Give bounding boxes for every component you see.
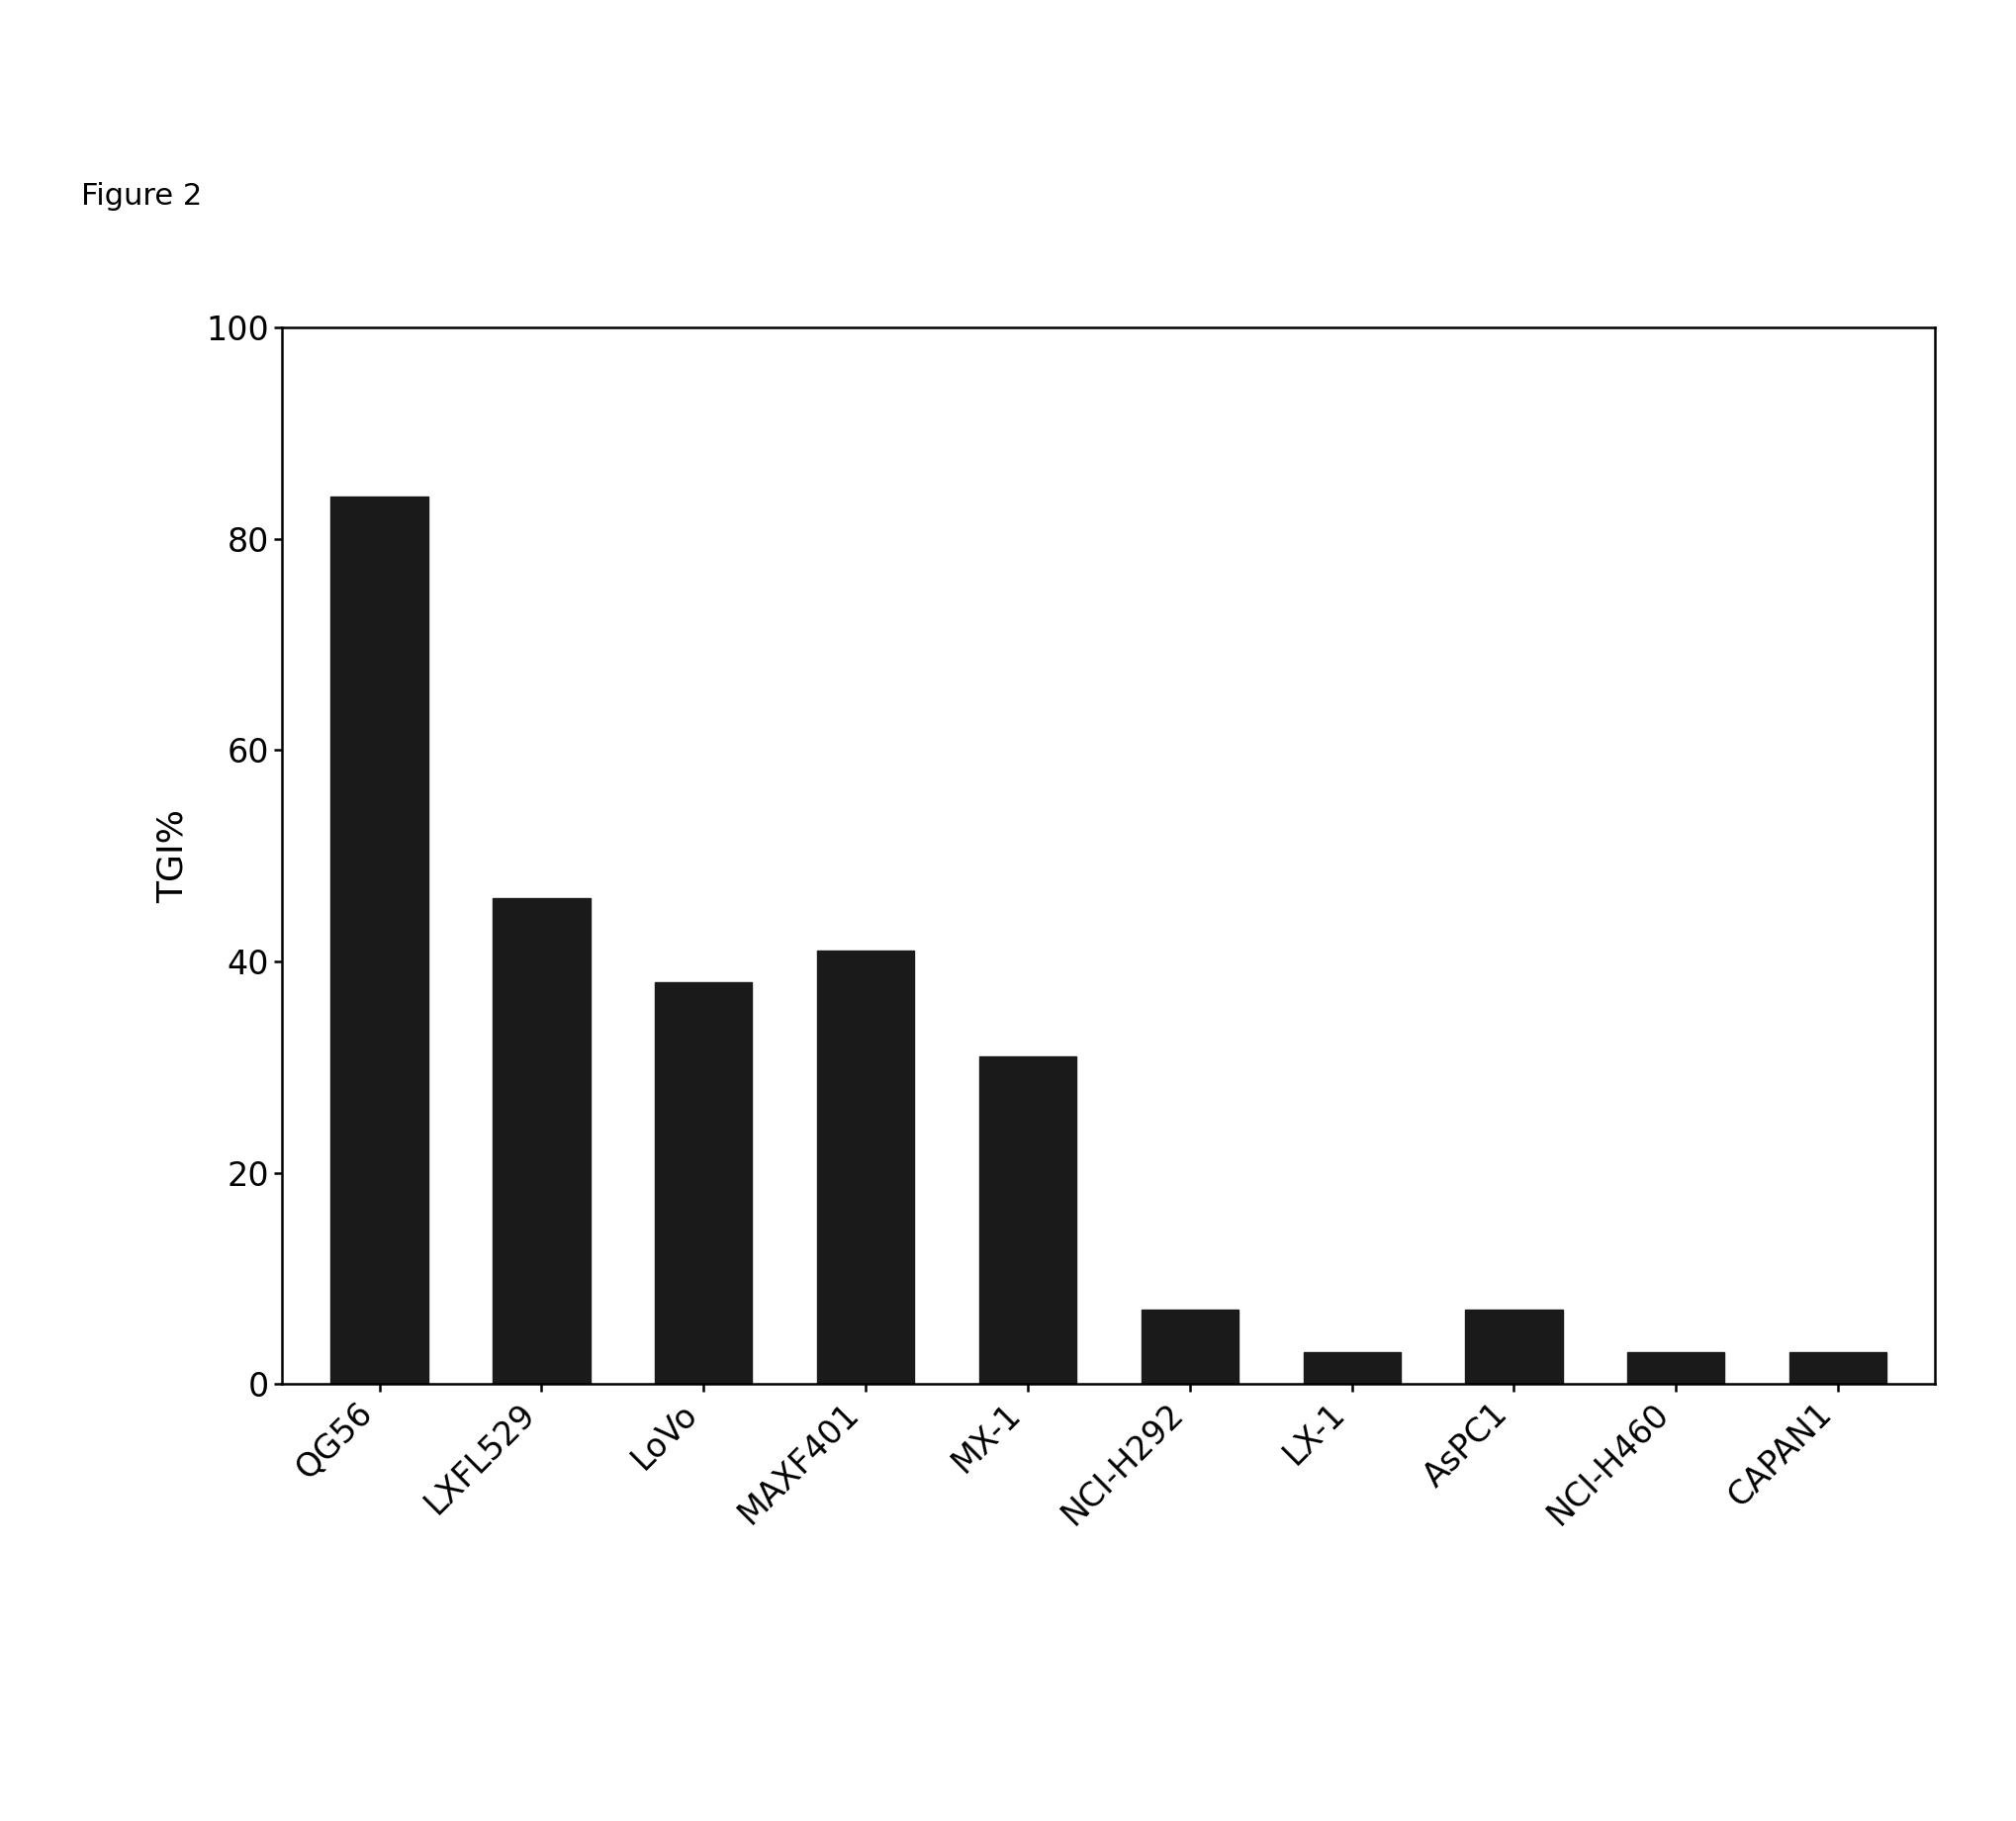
Bar xyxy=(655,983,752,1384)
Y-axis label: TGI%: TGI% xyxy=(155,809,190,903)
Bar xyxy=(1627,1353,1724,1384)
Bar xyxy=(1302,1353,1401,1384)
Bar xyxy=(1790,1353,1887,1384)
Bar xyxy=(1141,1309,1238,1384)
Bar xyxy=(980,1056,1077,1384)
Bar xyxy=(494,898,591,1384)
Bar xyxy=(331,497,427,1384)
Bar xyxy=(1466,1309,1562,1384)
Bar xyxy=(816,951,915,1384)
Text: Figure 2: Figure 2 xyxy=(81,182,202,211)
